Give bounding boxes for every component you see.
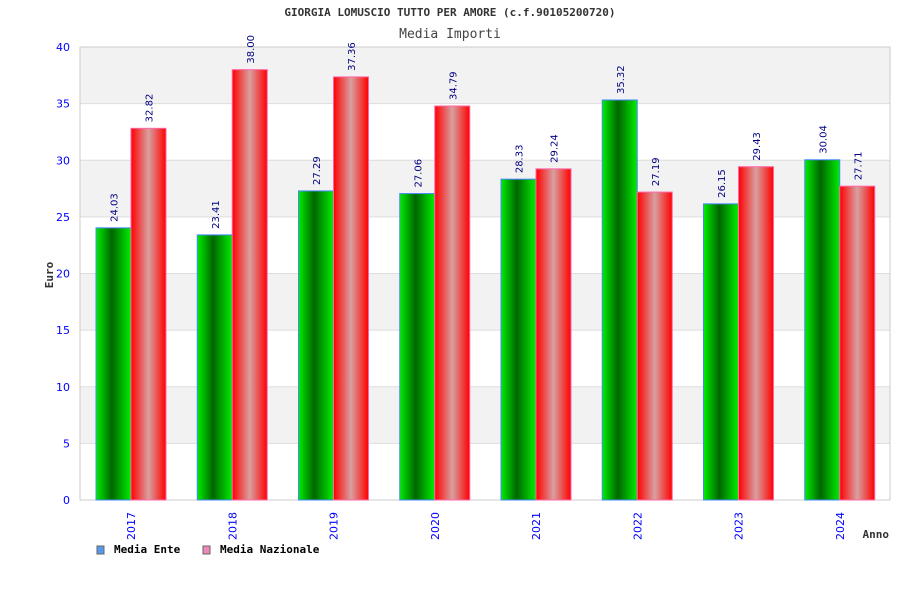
- y-tick-label: 0: [63, 494, 70, 507]
- grid-band: [80, 103, 890, 161]
- bar-ente-2019: [298, 190, 334, 501]
- data-label-ente-2021: 28.33: [515, 145, 526, 174]
- data-label-ente-2019: 27.29: [312, 156, 323, 185]
- grid-band: [80, 47, 890, 104]
- y-tick-label: 25: [56, 211, 70, 224]
- bar-ente-2017: [95, 227, 132, 501]
- bar-nazionale-2021: [535, 168, 572, 501]
- data-label-nazionale-2024: 27.71: [853, 152, 864, 181]
- legend: Media Ente Media Nazionale: [96, 543, 320, 556]
- data-label-nazionale-2018: 38.00: [246, 35, 257, 64]
- legend-label-ente: Media Ente: [114, 543, 181, 556]
- data-label-ente-2024: 30.04: [818, 125, 829, 154]
- data-label-nazionale-2020: 34.79: [448, 71, 459, 100]
- bar-nazionale-2020: [434, 105, 471, 501]
- y-tick-label: 10: [56, 381, 70, 394]
- plot-frame: [79, 46, 891, 501]
- bar-nazionale-2017: [130, 127, 167, 501]
- bar-nazionale-2024: [839, 185, 876, 501]
- x-tick-label-2017: 2017: [125, 512, 138, 540]
- data-label-ente-2017: 24.03: [110, 193, 121, 222]
- y-tick-label: 35: [56, 98, 70, 111]
- data-label-nazionale-2022: 27.19: [651, 157, 662, 186]
- bar-ente-2018: [196, 234, 233, 501]
- x-tick-label-2024: 2024: [834, 512, 847, 540]
- data-label-ente-2022: 35.32: [616, 65, 627, 94]
- x-tick-label-2020: 2020: [429, 512, 442, 540]
- bar-nazionale-2022: [636, 191, 673, 501]
- chart-subtitle: Media Importi: [399, 27, 501, 42]
- bar-ente-2023: [703, 203, 739, 501]
- x-tick-label-2022: 2022: [631, 512, 644, 540]
- data-label-nazionale-2023: 29.43: [752, 132, 763, 161]
- x-axis-label: Anno: [863, 528, 890, 541]
- y-tick-label: 5: [63, 437, 70, 450]
- chart-title: GIORGIA LOMUSCIO TUTTO PER AMORE (c.f.90…: [284, 6, 615, 19]
- data-label-ente-2018: 23.41: [211, 200, 222, 229]
- data-label-nazionale-2017: 32.82: [145, 94, 156, 123]
- x-tick-label-2019: 2019: [328, 512, 341, 540]
- bar-ente-2020: [399, 193, 436, 501]
- data-label-ente-2023: 26.15: [717, 169, 728, 198]
- y-tick-label: 20: [56, 268, 70, 281]
- data-label-nazionale-2019: 37.36: [347, 42, 358, 71]
- bar-nazionale-2018: [231, 69, 268, 501]
- bar-ente-2024: [804, 159, 841, 501]
- x-tick-label-2021: 2021: [530, 512, 543, 540]
- data-label-ente-2020: 27.06: [413, 159, 424, 188]
- y-tick-label: 15: [56, 324, 70, 337]
- bar-nazionale-2019: [333, 76, 369, 501]
- bar-nazionale-2023: [738, 166, 774, 501]
- legend-label-nazionale: Media Nazionale: [220, 543, 320, 556]
- y-tick-label: 30: [56, 154, 70, 167]
- legend-swatch-ente: [96, 545, 105, 555]
- y-axis-label: Euro: [43, 261, 56, 288]
- y-tick-label: 40: [56, 41, 70, 54]
- x-tick-label-2018: 2018: [226, 512, 239, 540]
- bar-ente-2022: [601, 99, 638, 501]
- x-tick-label-2023: 2023: [733, 512, 746, 540]
- legend-swatch-nazionale: [202, 545, 211, 555]
- data-label-nazionale-2021: 29.24: [550, 134, 561, 163]
- bar-ente-2021: [500, 178, 537, 501]
